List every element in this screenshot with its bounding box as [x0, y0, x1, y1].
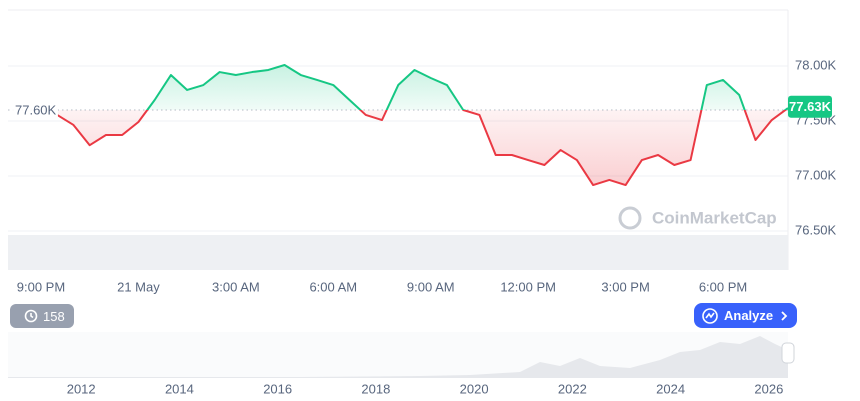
- x-tick-label: 9:00 AM: [407, 279, 455, 294]
- y-tick-label: 78.00K: [795, 57, 837, 72]
- chevron: [781, 310, 788, 321]
- navigator-tick-label: 2026: [754, 381, 783, 396]
- volume-band: [8, 235, 788, 270]
- y-tick-label: 76.50K: [795, 222, 837, 237]
- navigator-tick-label: 2024: [656, 381, 685, 396]
- x-tick-label: 21 May: [117, 279, 160, 294]
- navigator-tick-label: 2022: [558, 381, 587, 396]
- price-line: [56, 64, 789, 187]
- navigator-tick-label: 2020: [460, 381, 489, 396]
- y-tick-label: 77.00K: [795, 167, 837, 182]
- x-tick-label: 3:00 AM: [212, 279, 260, 294]
- navigator-handle[interactable]: [781, 342, 795, 364]
- navigator-tick-label: 2012: [67, 381, 96, 396]
- navigator-tick-label: 2018: [361, 381, 390, 396]
- analyze-icon: [702, 307, 718, 324]
- x-tick-label: 6:00 AM: [309, 279, 357, 294]
- baseline-label: 77.60K: [15, 102, 57, 117]
- navigator-tick-label: 2016: [263, 381, 292, 396]
- history-count: 158: [43, 308, 65, 324]
- navigator-tick-label: 2014: [165, 381, 194, 396]
- watermark: CoinMarketCap: [618, 206, 777, 230]
- x-tick-label: 3:00 PM: [601, 279, 649, 294]
- analyze-button[interactable]: Analyze: [694, 303, 798, 328]
- analyze-label: Analyze: [724, 308, 774, 323]
- price-area: [57, 65, 788, 186]
- history-button[interactable]: 158: [10, 304, 74, 328]
- current-price-tag: [788, 95, 832, 118]
- baseline-label-bg: [10, 101, 58, 119]
- watermark-text: CoinMarketCap: [652, 208, 777, 227]
- history-icon: [24, 309, 38, 323]
- x-tick-label: 6:00 PM: [699, 279, 747, 294]
- x-tick-label: 9:00 PM: [17, 279, 65, 294]
- x-tick-label: 12:00 PM: [500, 279, 556, 294]
- current-price-label: 77.63K: [789, 99, 832, 114]
- navigator-area: [8, 336, 788, 378]
- watermark-logo: [618, 206, 642, 230]
